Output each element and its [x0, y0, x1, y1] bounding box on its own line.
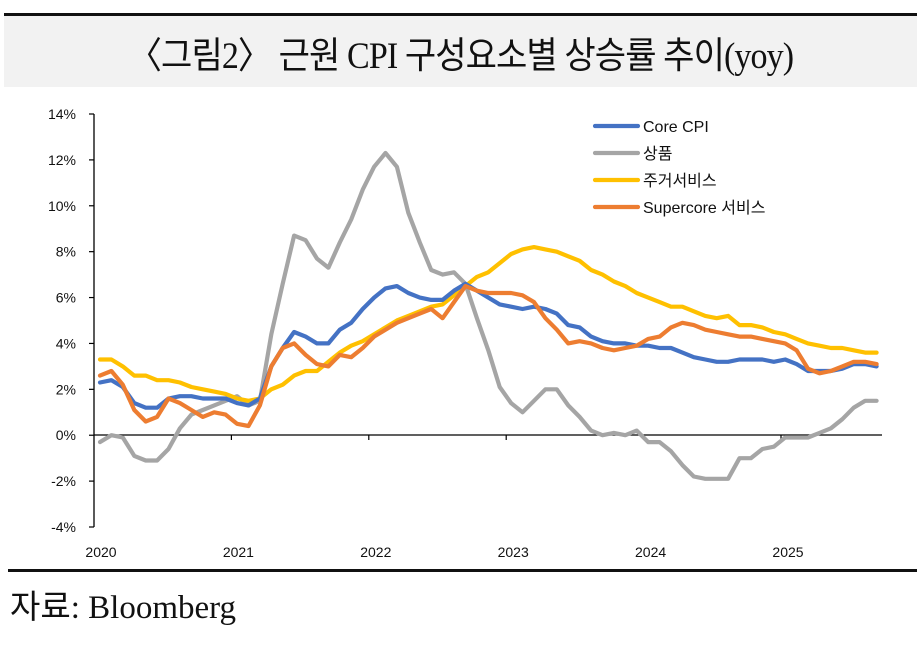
legend-item-shelter: 주거서비스 [592, 172, 717, 190]
series-line-shelter [97, 245, 879, 403]
y-tick-label: 6% [56, 290, 76, 306]
series-lines [97, 150, 879, 481]
y-tick-label: -2% [51, 473, 76, 489]
legend-label: 상품 [643, 145, 672, 163]
y-tick-label: 0% [56, 427, 76, 443]
y-tick-label: 2% [56, 381, 76, 397]
title-band: 〈그림2〉 근원 CPI 구성요소별 상승률 추이(yoy) [4, 16, 917, 87]
x-tick-label: 2021 [223, 544, 254, 560]
x-tick-label: 2020 [85, 544, 116, 560]
line-chart: 14%12%10%8%6%4%2%0%-2%-4% 2020 2021 2022 20… [48, 106, 882, 560]
series-line-core-cpi [97, 281, 879, 410]
legend-label: Core CPI [643, 119, 709, 136]
legend-item-goods: 상품 [592, 145, 672, 163]
x-tick-label: 2024 [635, 544, 666, 560]
series-line-supercore [97, 284, 879, 429]
figure-title: 〈그림2〉 근원 CPI 구성요소별 상승률 추이(yoy) [127, 35, 794, 77]
y-tick-label: 4% [56, 335, 76, 351]
legend-label: Supercore 서비스 [643, 199, 765, 217]
top-rule [4, 13, 917, 16]
y-tick-label: 14% [48, 106, 76, 122]
chart-area: 14% 12% 10% 8% 6% 4% 2% 0% -2% -4% 2020 2021 2022 20… [0, 95, 917, 565]
y-axis: 14% 12% 10% 8% 6% 4% 2% 0% -2% -4% [48, 106, 95, 535]
legend-item-supercore: Supercore 서비스 [592, 199, 765, 217]
x-tick-label: 2023 [498, 544, 529, 560]
legend-item-core-cpi: Core CPI [592, 119, 709, 136]
source-note: 자료: Bloomberg [10, 590, 237, 626]
y-tick-label: 10% [48, 198, 76, 214]
y-tick-label: 8% [56, 244, 76, 260]
y-tick-label: -4% [51, 519, 76, 535]
y-tick-label: 12% [48, 152, 76, 168]
x-tick-label: 2025 [772, 544, 803, 560]
bottom-rule [8, 569, 917, 572]
x-tick-label: 2022 [360, 544, 391, 560]
x-axis: 2020 2021 2022 2023 2024 2025 [85, 434, 882, 560]
legend-label: 주거서비스 [643, 172, 717, 190]
